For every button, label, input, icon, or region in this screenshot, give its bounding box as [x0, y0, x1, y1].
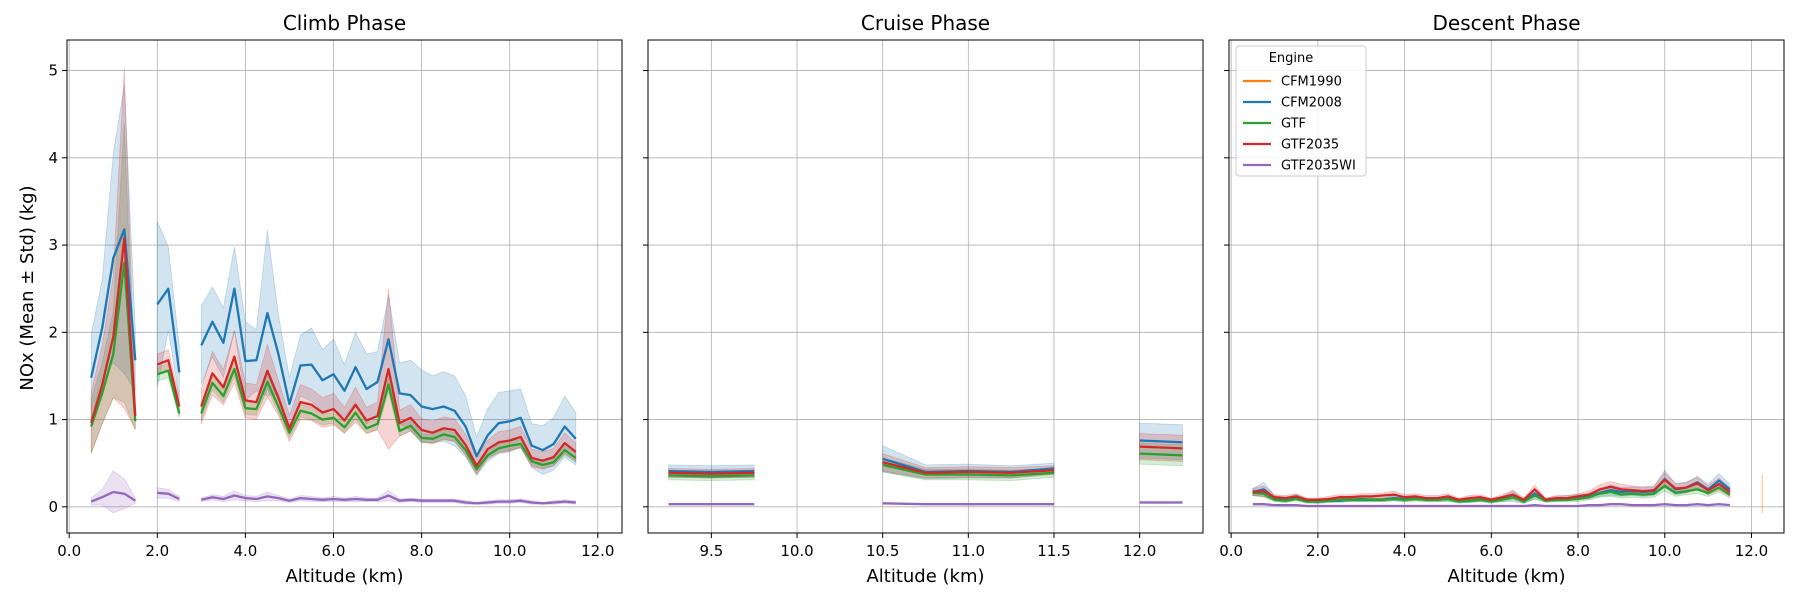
y-tick-label: 5 [48, 62, 58, 80]
line-GTF2035WI [882, 502, 1054, 506]
line-GTF2035 [668, 471, 755, 475]
y-tick-label: 3 [48, 236, 58, 254]
x-tick-label: 12.0 [1735, 542, 1768, 560]
y-tick-label: 4 [48, 149, 58, 167]
x-tick-label: 0.0 [1219, 542, 1243, 560]
band-GTF2035 [156, 349, 180, 416]
x-tick-label: 8.0 [410, 542, 434, 560]
x-axis-label: Altitude (km) [285, 566, 403, 587]
x-axis-label: Altitude (km) [1447, 566, 1565, 587]
line-GTF [200, 367, 577, 471]
panel-0: 0.0 2.0 4.0 6.0 8.0 10.0 12.0 0 1 2 3 4 5 Climb Phase… [48, 11, 623, 587]
band-GTF2035 [200, 288, 577, 476]
line-CFM2008 [156, 287, 181, 373]
legend: Engine CFM1990 CFM2008 GTF GTF2035 GTF2035WI [1235, 45, 1367, 177]
panel-1: 9.5 10.0 10.5 11.0 11.5 12.0 Cruise Phase Altit… [643, 11, 1204, 587]
y-axis-label: NOx (Mean ± Std) (kg) [17, 185, 38, 390]
legend-label-GTF: GTF [1281, 117, 1306, 132]
line-CFM2008 [90, 228, 137, 378]
x-tick-label: 9.5 [699, 542, 723, 560]
line-GTF [1252, 484, 1731, 503]
legend-label-CFM1990: CFM1990 [1281, 75, 1342, 90]
panel-title: Climb Phase [283, 11, 406, 35]
axes-frame [66, 39, 623, 534]
line-GTF2035 [90, 236, 137, 424]
line-GTF2035WI [157, 491, 180, 501]
y-tick-label: 2 [48, 323, 58, 341]
line-GTF2035WI [201, 494, 576, 505]
axes-frame [1228, 39, 1785, 534]
line-GTF [882, 463, 1055, 477]
y-tick-label: 0 [48, 498, 58, 516]
x-tick-label: 10.0 [780, 542, 813, 560]
band-CFM2008 [156, 221, 180, 399]
x-tick-label: 10.0 [493, 542, 526, 560]
legend-label-CFM2008: CFM2008 [1281, 96, 1342, 111]
panel-2: 0.0 2.0 4.0 6.0 8.0 10.0 12.0 Descent Phase Alti… [1219, 11, 1785, 587]
line-GTF2035 [1252, 478, 1731, 501]
x-tick-label: 10.0 [1648, 542, 1681, 560]
x-tick-label: 6.0 [322, 542, 346, 560]
x-tick-label: 12.0 [581, 542, 614, 560]
x-tick-label: 11.0 [952, 542, 985, 560]
panel-title: Descent Phase [1432, 11, 1580, 35]
line-GTF2035 [200, 355, 577, 467]
line-GTF2035 [882, 461, 1055, 474]
x-tick-label: 12.0 [1123, 542, 1156, 560]
band-GTF2035 [90, 67, 136, 454]
line-GTF2035 [156, 359, 181, 407]
band-CFM2008 [90, 85, 136, 422]
x-tick-label: 6.0 [1479, 542, 1503, 560]
line-GTF2035WI [90, 490, 136, 503]
line-GTF2035 [1139, 445, 1183, 450]
x-tick-label: 4.0 [233, 542, 257, 560]
axes-frame [647, 39, 1204, 534]
band-GTF2035WI [200, 489, 577, 505]
line-CFM2008 [1139, 439, 1183, 444]
x-tick-label: 4.0 [1393, 542, 1417, 560]
line-GTF [668, 474, 755, 478]
legend-title: Engine [1269, 51, 1314, 66]
x-tick-label: 10.5 [866, 542, 899, 560]
legend-label-GTF2035WI: GTF2035WI [1281, 159, 1356, 174]
x-tick-label: 0.0 [57, 542, 81, 560]
line-GTF [1139, 452, 1183, 457]
x-tick-label: 2.0 [145, 542, 169, 560]
y-tick-label: 1 [48, 411, 58, 429]
x-axis-label: Altitude (km) [866, 566, 984, 587]
legend-label-GTF2035: GTF2035 [1281, 138, 1339, 153]
line-GTF2035WI [1252, 503, 1730, 508]
band-CFM2008 [200, 230, 577, 477]
line-CFM2008 [200, 287, 577, 458]
panel-title: Cruise Phase [861, 11, 990, 35]
band-GTF [90, 122, 136, 453]
x-tick-label: 2.0 [1306, 542, 1330, 560]
x-tick-label: 11.5 [1037, 542, 1070, 560]
line-CFM2008 [668, 469, 755, 474]
line-GTF [156, 369, 181, 414]
x-tick-label: 8.0 [1566, 542, 1590, 560]
